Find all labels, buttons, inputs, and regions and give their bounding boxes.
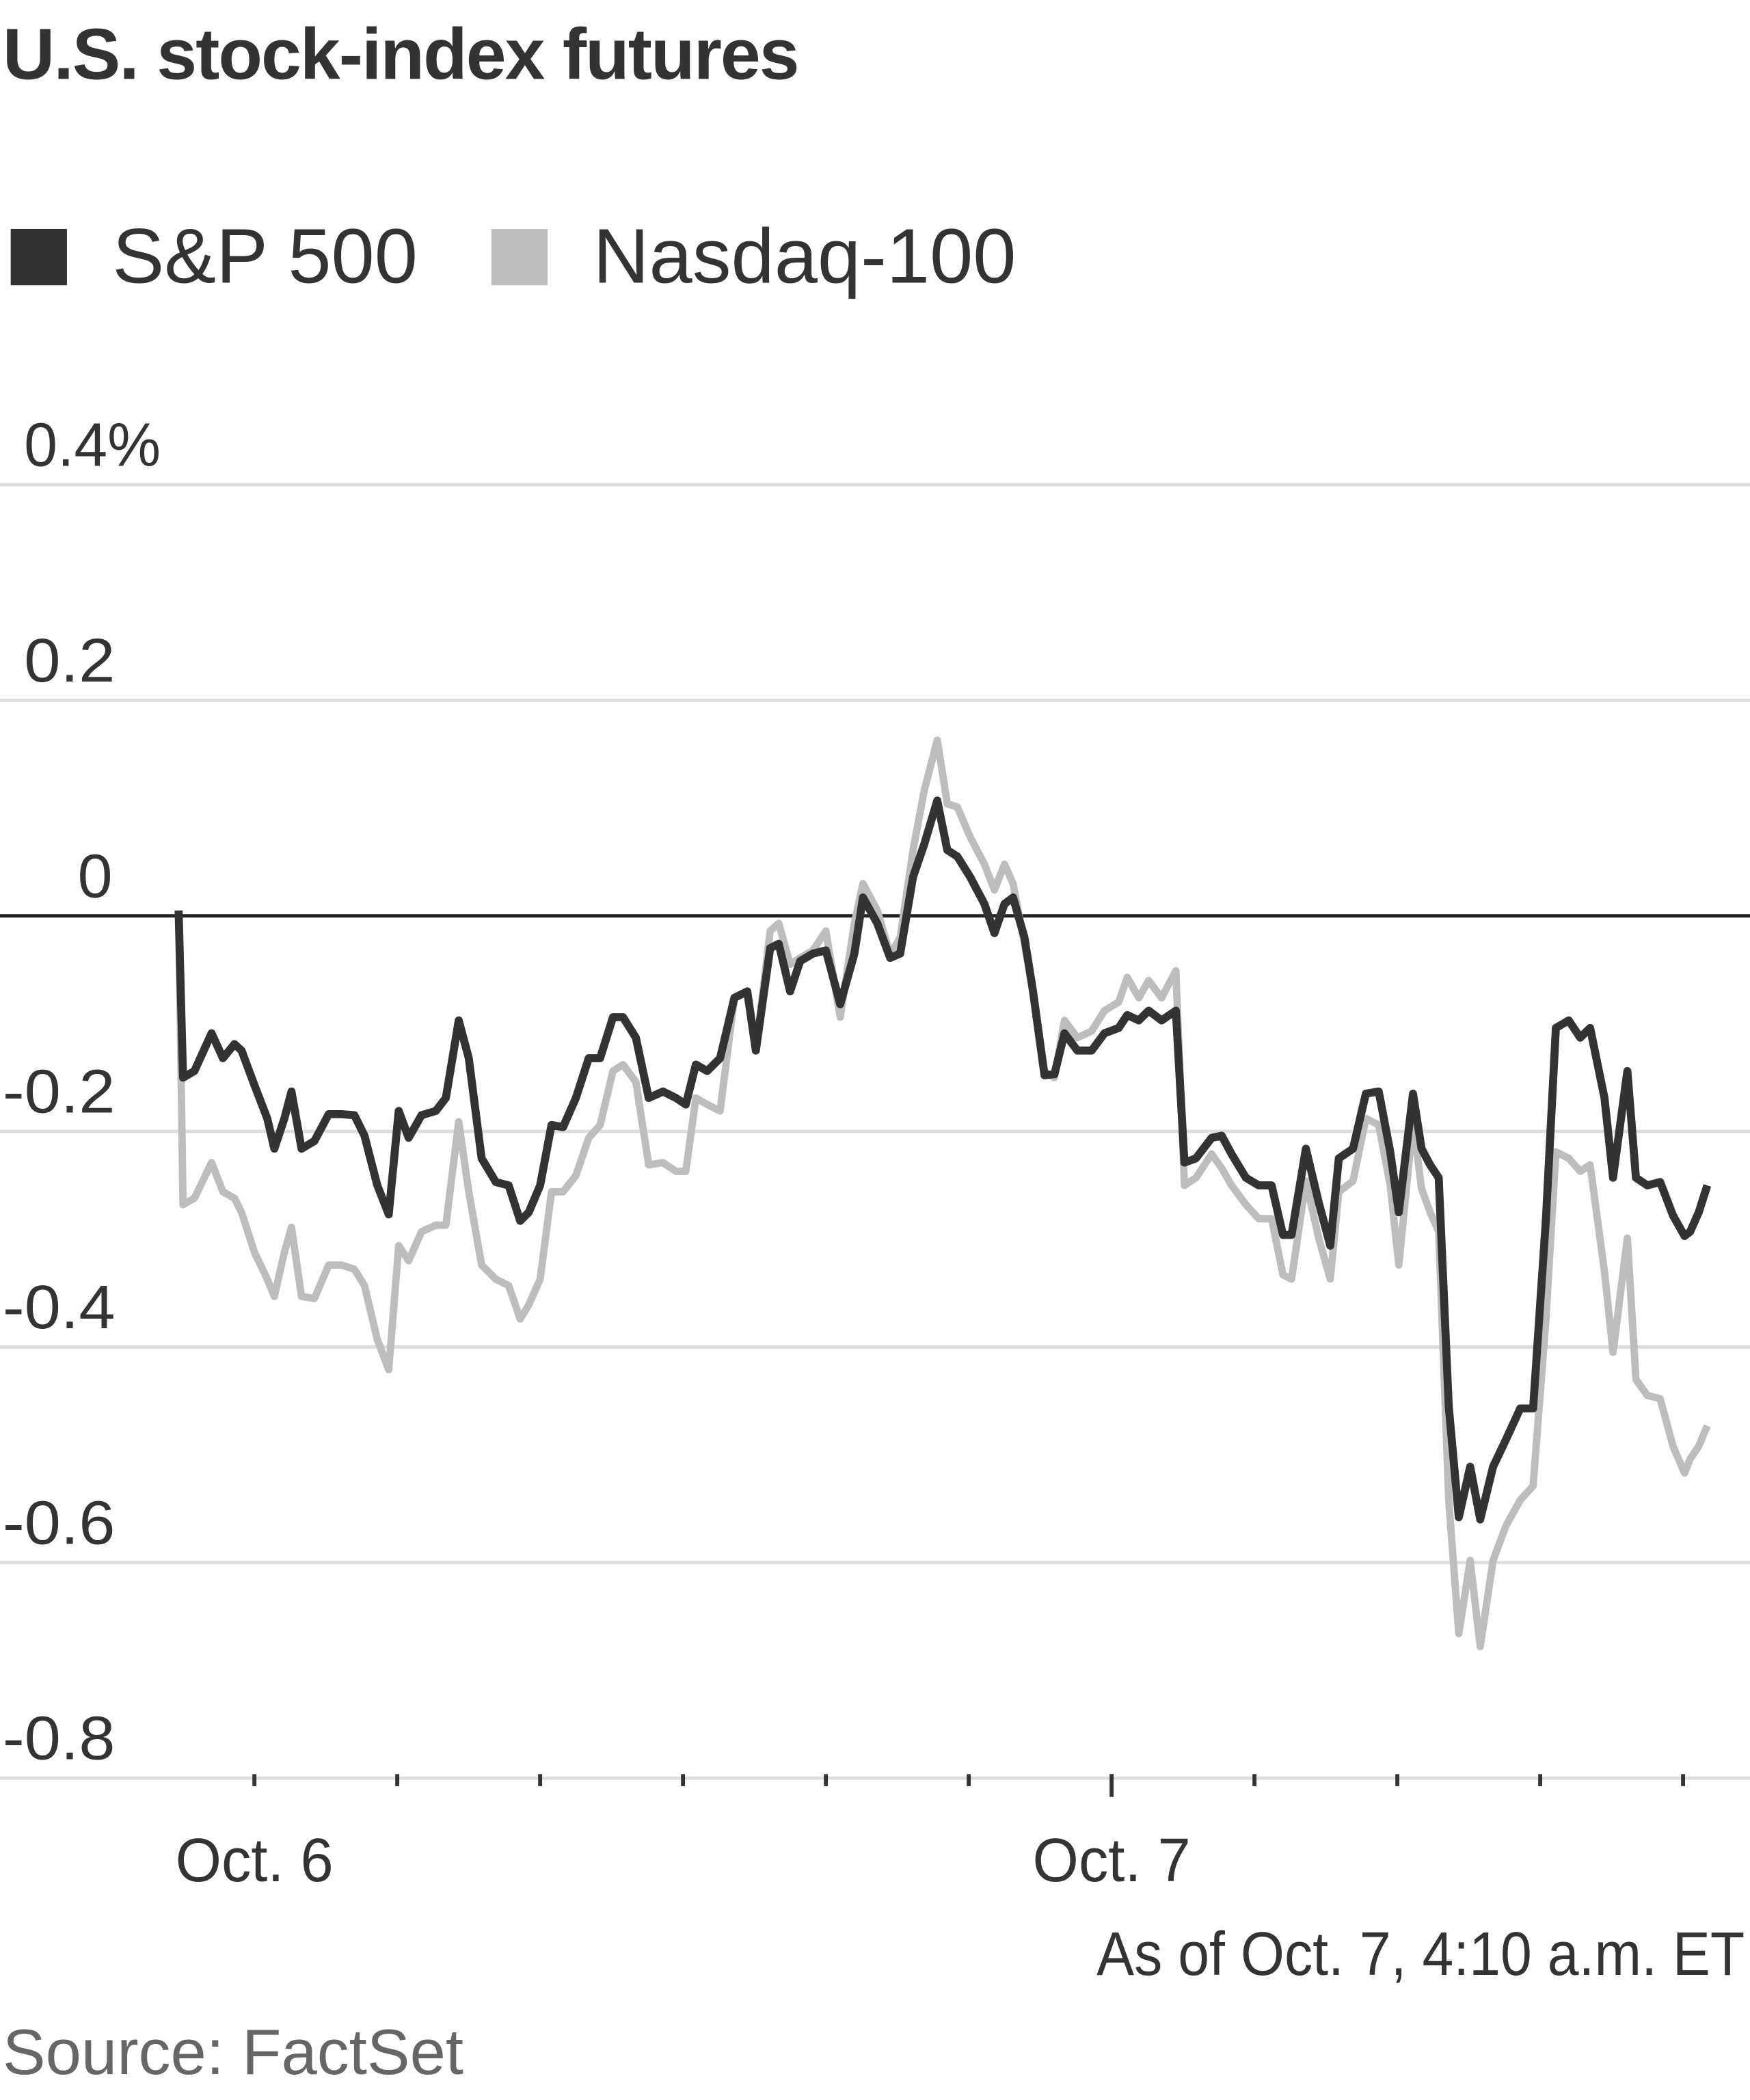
as-of-note: As of Oct. 7, 4:10 a.m. ET (1096, 1920, 1745, 1989)
source-note: Source: FactSet (2, 2017, 464, 2089)
legend: S&P 500 Nasdaq-100 (10, 211, 1090, 301)
y-tick-label: -0.4 (3, 1273, 116, 1342)
chart-title: U.S. stock-index futures (2, 14, 800, 96)
y-tick-label: -0.6 (3, 1488, 116, 1557)
legend-item-nasdaq100: Nasdaq-100 (491, 211, 1017, 301)
x-tick-label: Oct. 7 (1033, 1826, 1191, 1895)
legend-swatch-nasdaq100 (491, 228, 548, 285)
y-tick-label: 0 (78, 842, 113, 911)
legend-item-sp500: S&P 500 (10, 211, 418, 301)
y-tick-label: 0.4% (24, 411, 161, 480)
legend-swatch-sp500 (10, 228, 67, 285)
x-tick-label: Oct. 6 (176, 1826, 334, 1895)
y-tick-label: -0.8 (3, 1704, 116, 1773)
legend-label-nasdaq100: Nasdaq-100 (593, 213, 1017, 300)
series-line-sp500 (174, 796, 1712, 1524)
y-tick-label: -0.2 (3, 1058, 116, 1127)
legend-label-sp500: S&P 500 (112, 213, 418, 300)
y-tick-label: 0.2 (24, 626, 115, 695)
series-line-nasdaq100 (174, 736, 1711, 1651)
